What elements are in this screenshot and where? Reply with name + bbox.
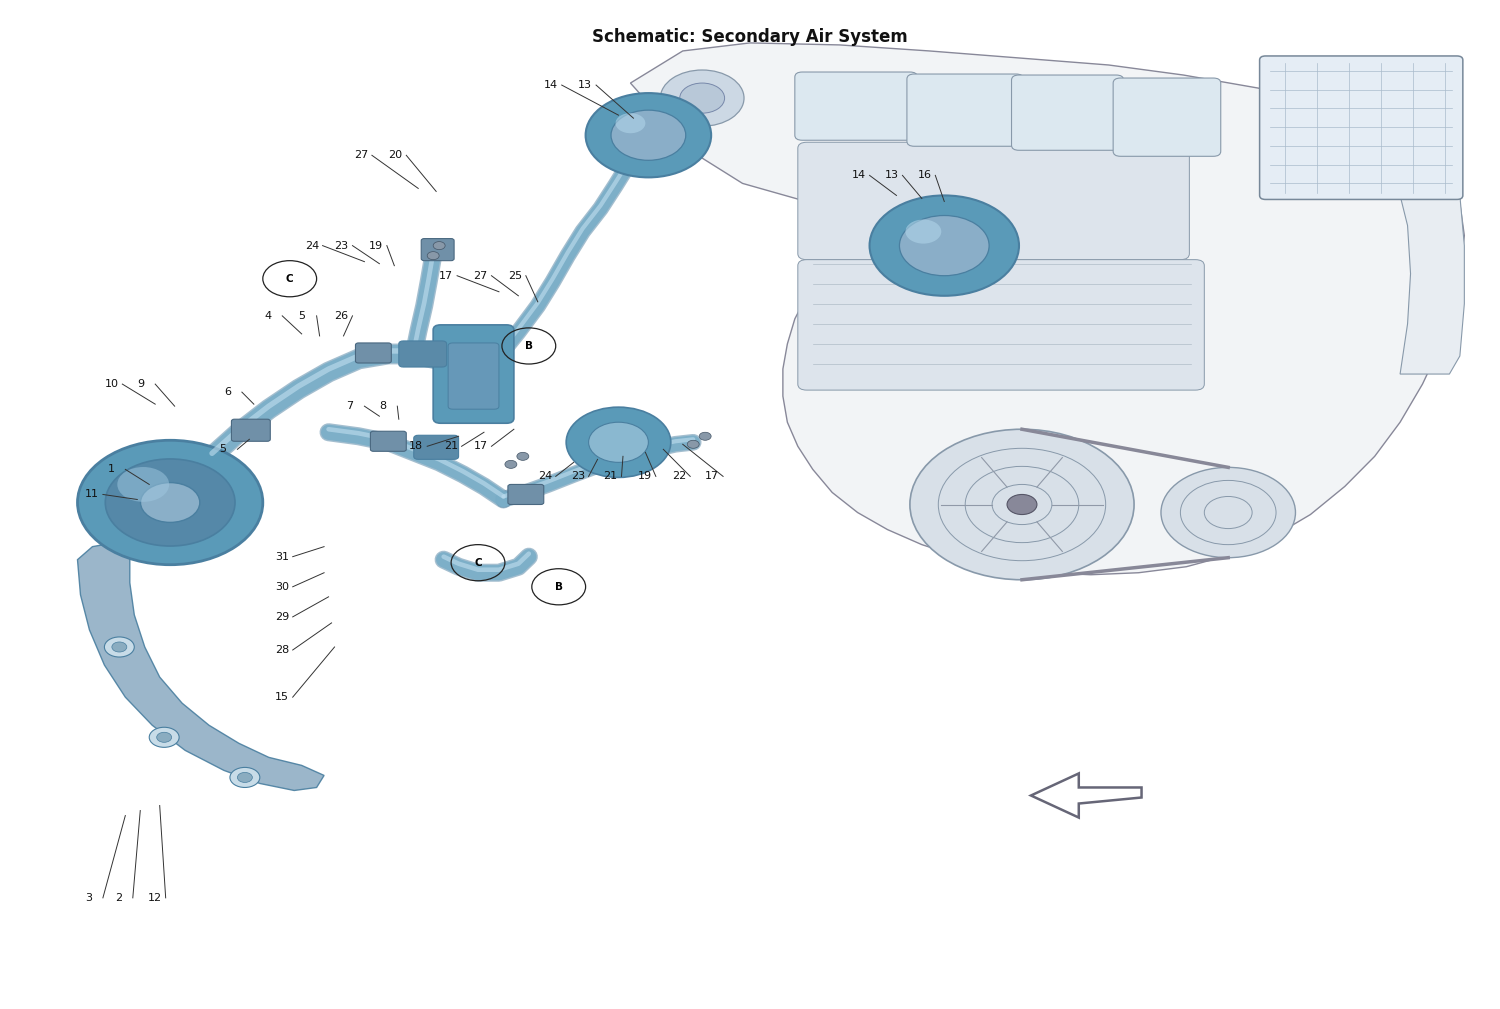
Text: 26: 26 [334, 311, 348, 321]
Circle shape [117, 467, 170, 501]
Polygon shape [78, 543, 324, 790]
Circle shape [230, 768, 260, 787]
Text: 5: 5 [298, 311, 306, 321]
Text: 11: 11 [86, 489, 99, 499]
FancyBboxPatch shape [795, 72, 918, 140]
Text: 27: 27 [354, 150, 368, 160]
Text: 29: 29 [274, 611, 290, 622]
Circle shape [660, 70, 744, 126]
Circle shape [699, 432, 711, 440]
Text: 14: 14 [544, 80, 558, 90]
Circle shape [870, 196, 1018, 296]
FancyBboxPatch shape [448, 343, 500, 410]
Text: 23: 23 [570, 471, 585, 481]
Circle shape [433, 241, 445, 249]
Text: 16: 16 [918, 171, 932, 181]
Text: B: B [555, 582, 562, 592]
Text: 3: 3 [86, 893, 92, 903]
Circle shape [427, 251, 439, 259]
FancyBboxPatch shape [1113, 78, 1221, 156]
Circle shape [78, 440, 262, 565]
Text: 28: 28 [274, 645, 290, 655]
Text: 5: 5 [219, 444, 226, 454]
Circle shape [518, 452, 530, 460]
FancyBboxPatch shape [509, 484, 544, 504]
Text: 21: 21 [603, 471, 618, 481]
Text: 7: 7 [346, 402, 354, 411]
Text: 30: 30 [274, 582, 290, 592]
Text: 31: 31 [274, 552, 290, 562]
Text: 10: 10 [105, 379, 118, 389]
Text: 21: 21 [444, 441, 458, 451]
Circle shape [906, 220, 942, 243]
Circle shape [148, 727, 178, 748]
Text: 24: 24 [538, 471, 552, 481]
Text: 14: 14 [852, 171, 865, 181]
Polygon shape [1400, 196, 1464, 374]
FancyBboxPatch shape [422, 238, 454, 260]
FancyBboxPatch shape [414, 435, 459, 459]
Text: Schematic: Secondary Air System: Schematic: Secondary Air System [592, 28, 908, 45]
Text: 17: 17 [474, 441, 488, 451]
Circle shape [506, 460, 518, 468]
Circle shape [615, 113, 645, 133]
Circle shape [156, 733, 171, 743]
FancyBboxPatch shape [798, 259, 1204, 390]
Circle shape [585, 93, 711, 178]
Circle shape [1161, 467, 1296, 558]
Polygon shape [630, 43, 1464, 575]
Text: 4: 4 [264, 311, 272, 321]
Circle shape [910, 429, 1134, 580]
Text: 9: 9 [138, 379, 144, 389]
Circle shape [237, 773, 252, 782]
FancyBboxPatch shape [433, 325, 514, 423]
Text: 17: 17 [440, 270, 453, 281]
Circle shape [687, 440, 699, 448]
Circle shape [900, 216, 989, 275]
Circle shape [1007, 494, 1036, 515]
FancyBboxPatch shape [370, 431, 406, 451]
Text: 22: 22 [672, 471, 687, 481]
Text: 19: 19 [638, 471, 652, 481]
Text: 12: 12 [147, 893, 162, 903]
FancyBboxPatch shape [399, 341, 447, 367]
Text: C: C [474, 558, 482, 568]
Text: B: B [525, 341, 532, 351]
FancyBboxPatch shape [356, 343, 392, 363]
Text: 27: 27 [474, 270, 488, 281]
Circle shape [680, 83, 724, 113]
FancyBboxPatch shape [1011, 75, 1124, 150]
Text: 18: 18 [410, 441, 423, 451]
Circle shape [105, 637, 135, 657]
Text: 15: 15 [274, 692, 290, 702]
Text: 13: 13 [578, 80, 592, 90]
FancyBboxPatch shape [798, 142, 1190, 259]
Text: 25: 25 [509, 270, 522, 281]
FancyBboxPatch shape [1260, 55, 1462, 200]
Circle shape [566, 408, 670, 477]
Text: 6: 6 [224, 387, 231, 398]
Circle shape [588, 422, 648, 462]
Text: 20: 20 [388, 150, 402, 160]
Circle shape [105, 459, 236, 546]
Circle shape [610, 110, 686, 160]
Text: 1: 1 [108, 464, 114, 474]
Circle shape [112, 642, 128, 652]
Text: 17: 17 [705, 471, 720, 481]
Text: 23: 23 [334, 240, 348, 250]
Circle shape [141, 482, 200, 523]
Text: 8: 8 [380, 402, 387, 411]
Text: 19: 19 [369, 240, 382, 250]
Text: 24: 24 [304, 240, 320, 250]
Text: 13: 13 [885, 171, 898, 181]
FancyBboxPatch shape [908, 74, 1023, 146]
Polygon shape [1030, 774, 1142, 817]
Text: 2: 2 [116, 893, 122, 903]
FancyBboxPatch shape [231, 419, 270, 441]
Text: C: C [286, 273, 294, 284]
